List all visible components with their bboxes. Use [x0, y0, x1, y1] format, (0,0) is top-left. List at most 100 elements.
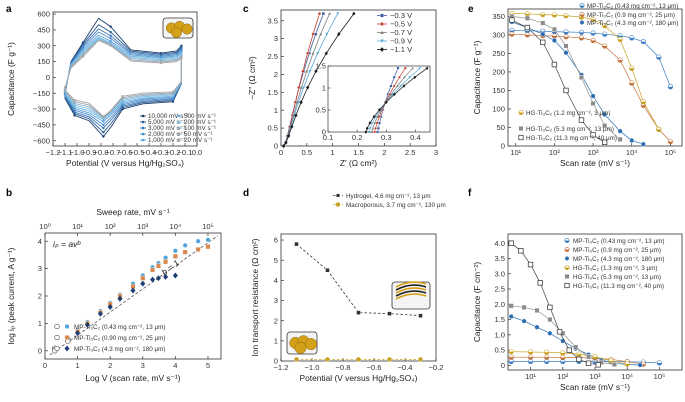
rate-point-fill — [668, 86, 673, 90]
areal-point — [624, 361, 630, 367]
legend-marker — [564, 274, 570, 279]
resistance-point — [324, 356, 331, 362]
rate-point-fill — [552, 36, 557, 39]
rate-point — [617, 128, 623, 134]
data-point — [205, 237, 211, 243]
rate-point — [602, 23, 608, 29]
panel-c-ylabel: −Z″ (Ω cm²) — [247, 56, 257, 100]
legend-marker — [177, 138, 181, 142]
rate-point — [617, 57, 623, 63]
nyquist-point — [311, 32, 315, 36]
legend-text: Macroporous, 3.7 mg cm⁻², 130 μm — [346, 202, 446, 209]
resistance-point — [386, 356, 393, 362]
inset-point — [368, 121, 372, 125]
panel-e-y-tick-label: 150 — [492, 86, 505, 95]
legend-marker — [380, 47, 384, 52]
legend-marker — [141, 138, 145, 142]
panel-f-y-tick-label: 3.0 — [494, 269, 505, 278]
nyquist-point — [314, 69, 318, 74]
panel-d-y-tick-label: 6 — [274, 236, 278, 245]
panel-f-y-tick-label: 1.0 — [494, 330, 505, 339]
legend-text: HG-Ti₃C₂ (1.2 mg cm⁻², 3 μm) — [526, 110, 611, 117]
legend-open-marker — [54, 345, 60, 352]
nyquist-point — [308, 69, 312, 73]
legend-marker — [64, 345, 70, 352]
nyquist-point — [297, 101, 301, 104]
rate-point — [509, 31, 515, 37]
rate-point-fill — [641, 101, 646, 104]
rate-point — [551, 26, 557, 32]
panel-b-y-tick-label: 1 — [38, 319, 42, 328]
resistance-point — [387, 311, 392, 316]
legend-marker — [177, 114, 181, 118]
legend-marker — [335, 202, 341, 207]
panel-e-y-tick-label: 300 — [492, 31, 505, 40]
areal-point — [656, 360, 663, 366]
rate-point — [602, 112, 608, 118]
rate-point-fill — [540, 14, 546, 17]
inset-point — [367, 130, 371, 134]
panel-d-x-tick-label: −1.0 — [305, 363, 320, 372]
legend-text: MP-Ti₃C₂ (0.43 mg cm⁻², 13 μm) — [74, 324, 166, 331]
data-point — [140, 280, 146, 287]
data-point — [172, 272, 178, 279]
nyquist-point — [352, 11, 356, 16]
legend-text: −0.5 V — [390, 20, 413, 29]
inset-point — [411, 66, 414, 70]
areal-point — [508, 349, 514, 355]
panel-b-top-tick-label: 10¹ — [72, 222, 83, 231]
legend-marker-fill — [564, 249, 570, 252]
nyquist-point — [324, 51, 328, 56]
cv-point — [73, 103, 76, 107]
inset-frame — [327, 65, 431, 133]
legend-marker — [564, 238, 570, 244]
cv-point — [81, 55, 85, 58]
panel-b-top-tick-label: 10³ — [137, 222, 148, 231]
inset-point — [403, 66, 407, 70]
areal-point — [521, 304, 527, 310]
panel-c-y-tick-label: 3 — [274, 34, 278, 43]
areal-point — [508, 314, 514, 320]
areal-point — [560, 354, 566, 361]
areal-curve — [510, 242, 599, 366]
panel-e-frame — [507, 8, 683, 147]
legend-text: MP-Ti₃C₂ (0.43 mg cm⁻², 13 μm) — [573, 238, 665, 245]
inset-point — [370, 130, 374, 134]
legend-marker — [380, 13, 385, 18]
panel-a-x-tick-label: −0.8 — [94, 148, 109, 157]
rate-point-fill — [563, 15, 569, 18]
legend-text: MP-Ti₃C₂ (0.9 mg cm⁻², 25 μm) — [573, 247, 661, 254]
areal-point — [508, 240, 514, 246]
rate-point — [590, 30, 596, 36]
data-point — [163, 273, 169, 280]
inset-point — [425, 66, 429, 70]
rate-point-fill — [525, 30, 530, 34]
inset-point — [368, 127, 372, 130]
flake-icon-d — [391, 281, 431, 310]
inset-point — [371, 121, 374, 125]
flake-layer — [395, 281, 427, 288]
areal-point — [576, 351, 582, 357]
panel-b-y-tick-label: 2 — [38, 292, 42, 301]
panel-c-y-tick-label: 1.5 — [267, 88, 278, 97]
areal-point-fill — [576, 354, 582, 357]
particle-icon-d-sphere — [305, 338, 317, 351]
flake-layer — [395, 287, 427, 294]
rate-point — [551, 61, 558, 68]
rate-point-fill — [602, 34, 607, 37]
rate-point — [540, 11, 546, 18]
legend-text: 10,000 mV s⁻¹ — [148, 113, 189, 120]
rate-point — [551, 12, 558, 18]
panel-a-x-tick-label: −1.0 — [70, 148, 85, 157]
panel-e-xlabel: Scan rate (mV s⁻¹) — [560, 158, 630, 168]
panel-label-c: c — [243, 4, 249, 15]
panel-label-f: f — [468, 188, 472, 199]
areal-point — [518, 248, 524, 254]
cv-point — [109, 30, 112, 34]
legend-marker — [518, 110, 524, 116]
rate-point — [629, 80, 635, 86]
rate-point — [563, 29, 569, 35]
areal-point-fill — [544, 352, 549, 355]
inset-point — [396, 66, 400, 70]
data-point — [172, 253, 178, 259]
